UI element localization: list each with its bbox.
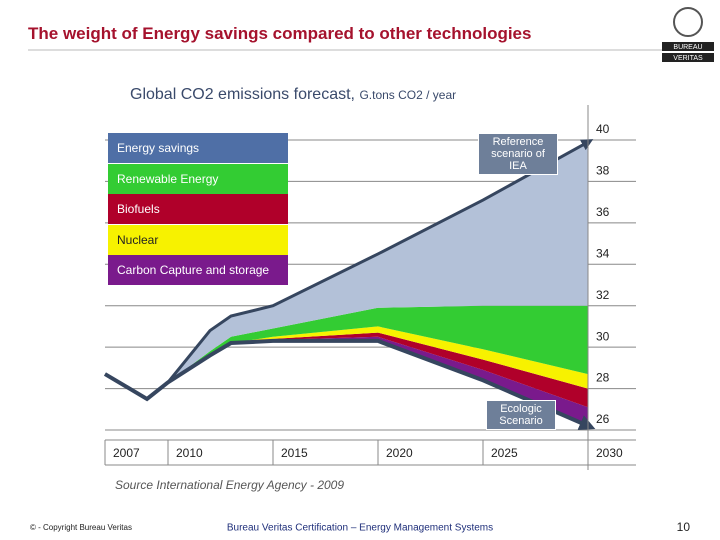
x-tick-label: 2007: [113, 446, 140, 460]
area: [105, 336, 588, 426]
x-tick-label: 2025: [491, 446, 518, 460]
legend-entry: Carbon Capture and storage: [108, 255, 288, 285]
area: [105, 305, 588, 399]
copyright: © - Copyright Bureau Veritas: [30, 523, 132, 532]
source: Source International Energy Agency - 200…: [115, 478, 345, 492]
area: [105, 332, 588, 408]
baseline-line: [103, 338, 596, 431]
legend-entry: Nuclear: [108, 224, 288, 255]
footer-center: Bureau Veritas Certification – Energy Ma…: [227, 523, 493, 534]
legend-entry: Renewable Energy: [108, 163, 288, 194]
y-tick-label: 30: [596, 329, 610, 343]
logo: BUREAU VERITAS: [662, 7, 714, 62]
logo-line1: BUREAU: [673, 44, 702, 51]
y-tick-label: 28: [596, 371, 610, 385]
chart-subtitle: G.tons CO2 / year: [359, 88, 457, 102]
y-tick-label: 38: [596, 164, 610, 178]
y-tick-label: 40: [596, 122, 610, 136]
page-number: 10: [677, 520, 691, 534]
y-tick-label: 36: [596, 205, 610, 219]
x-tick-label: 2020: [386, 446, 413, 460]
legend-entry: Biofuels: [108, 194, 288, 224]
chart-title: Global CO2 emissions forecast,: [130, 86, 355, 103]
x-tick-label: 2030: [596, 446, 623, 460]
chart-heading: Global CO2 emissions forecast, G.tons CO…: [130, 86, 456, 104]
annotation: Reference scenario of IEA: [478, 133, 558, 175]
y-tick-label: 26: [596, 412, 610, 426]
x-tick-label: 2015: [281, 446, 308, 460]
slide-title: The weight of Energy savings compared to…: [28, 24, 532, 43]
legend-entry: Energy savings: [108, 133, 288, 163]
logo-line2: VERITAS: [673, 55, 703, 62]
x-tick-label: 2010: [176, 446, 203, 460]
annotation: Ecologic Scenario: [486, 400, 556, 430]
y-tick-label: 32: [596, 288, 610, 302]
plot: 26 28 30 32 34 36 38 40 2007 2010 2015 2020 2025 2030: [103, 105, 636, 470]
y-tick-label: 34: [596, 246, 610, 260]
